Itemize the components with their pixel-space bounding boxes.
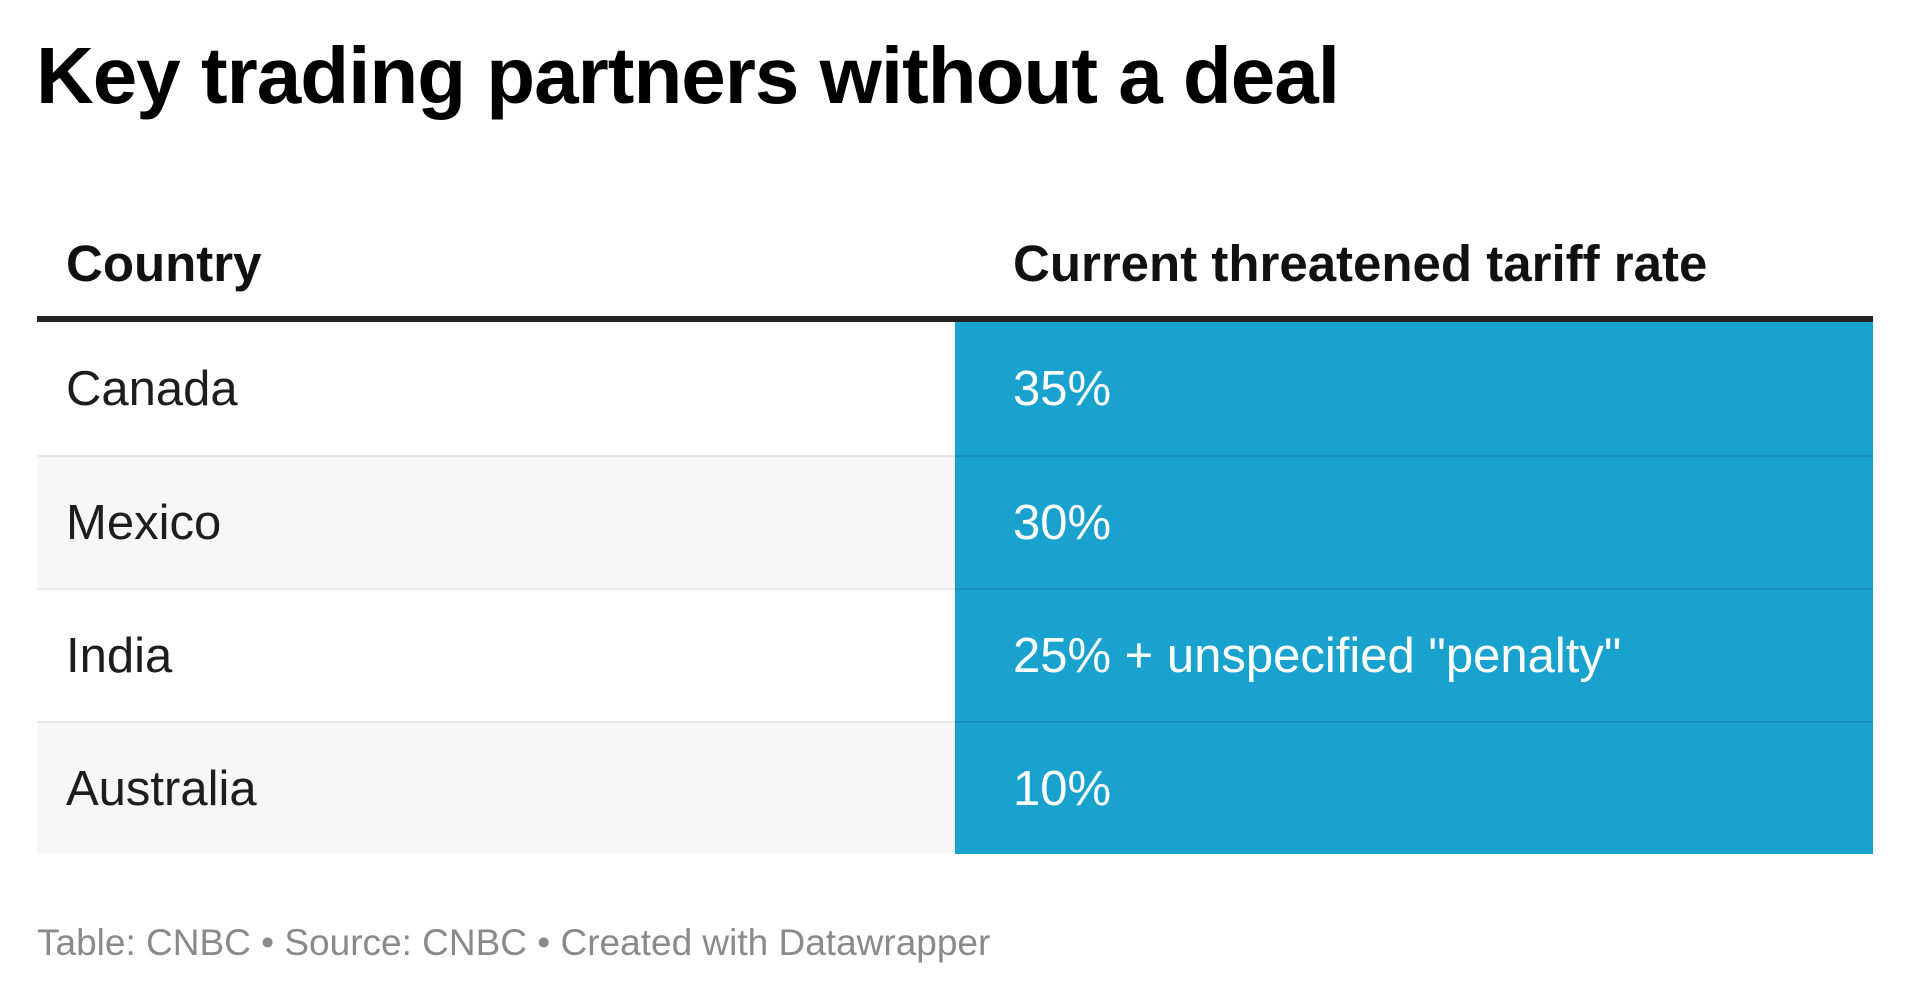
data-table: Country Current threatened tariff rate C… xyxy=(37,210,1873,854)
table-row: Canada 35% xyxy=(37,322,1873,455)
table-header: Country Current threatened tariff rate xyxy=(37,210,1873,322)
table-row: Australia 10% xyxy=(37,721,1873,854)
table-row: Mexico 30% xyxy=(37,455,1873,588)
table-row: India 25% + unspecified "penalty" xyxy=(37,588,1873,721)
country-cell: India xyxy=(37,588,955,721)
column-header-country: Country xyxy=(66,234,262,292)
tariff-cell: 10% xyxy=(955,721,1873,854)
country-cell: Canada xyxy=(66,361,238,416)
country-cell: Mexico xyxy=(37,455,955,588)
column-header-tariff-rate: Current threatened tariff rate xyxy=(1013,234,1708,292)
source-footer: Table: CNBC • Source: CNBC • Created wit… xyxy=(37,922,991,963)
tariff-cell: 30% xyxy=(955,455,1873,588)
table-body: Canada 35% Mexico 30% India 25% + unspec… xyxy=(37,322,1873,854)
tariff-cell: 35% xyxy=(955,322,1873,455)
country-cell: Australia xyxy=(37,721,955,854)
tariff-cell: 25% + unspecified "penalty" xyxy=(955,588,1873,721)
chart-title: Key trading partners without a deal xyxy=(36,31,1340,120)
